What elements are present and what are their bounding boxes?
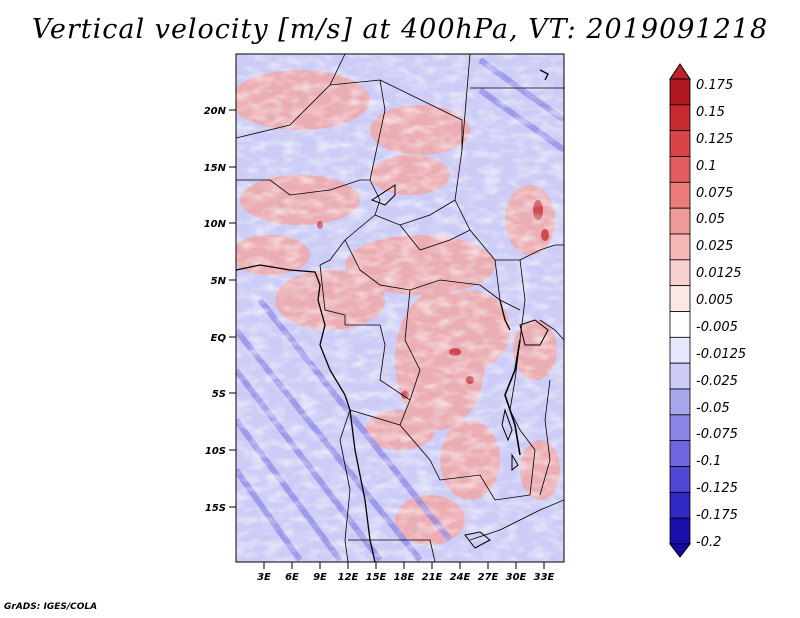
colorbar-segment xyxy=(669,207,691,235)
colorbar-label: 0.175 xyxy=(696,78,734,93)
colorbar-segment xyxy=(669,362,691,390)
colorbar-segment xyxy=(669,156,691,183)
colorbar-label: -0.1 xyxy=(696,454,722,470)
country-borders xyxy=(236,54,564,562)
colorbar-segment xyxy=(669,388,691,416)
lon-label-9e: 9E xyxy=(313,572,327,583)
lat-label-5s: 5S xyxy=(212,389,226,400)
colorbar-segment xyxy=(669,233,691,261)
colorbar-label: -0.125 xyxy=(696,481,738,497)
chart-title: Vertical velocity [m/s] at 400hPa, VT: 2… xyxy=(31,14,769,45)
map-frame xyxy=(235,53,565,563)
lon-label-12e: 12E xyxy=(338,572,359,583)
colorbar-segment xyxy=(669,104,691,132)
colorbar-segment xyxy=(669,491,691,519)
colorbar-segment xyxy=(669,466,691,493)
colorbar-segment xyxy=(669,440,691,467)
colorbar-segment xyxy=(669,336,691,364)
colorbar-segment xyxy=(669,414,691,442)
colorbar-bottom-arrow xyxy=(668,543,692,558)
lon-label-24e: 24E xyxy=(450,572,471,583)
lakes xyxy=(370,184,549,549)
colorbar-label: 0.15 xyxy=(696,104,725,120)
colorbar-segment xyxy=(669,311,691,338)
colorbar-label: -0.025 xyxy=(696,373,738,389)
colorbar-segment xyxy=(669,285,691,312)
colorbar-label: -0.175 xyxy=(696,508,738,524)
colorbar-label: 0.0125 xyxy=(696,266,742,282)
colorbar-segment xyxy=(669,259,691,287)
lon-label-27e: 27E xyxy=(478,572,499,583)
longitude-axis: 3E 6E 9E 12E 15E 18E 21E 24E 27E 30E 33E xyxy=(257,562,555,583)
colorbar-label: 0.125 xyxy=(696,131,734,147)
colorbar-segment xyxy=(669,130,691,157)
colorbar-segment xyxy=(669,78,691,106)
colorbar-label: -0.005 xyxy=(696,319,738,335)
map-panel xyxy=(236,54,564,562)
colorbar-label: -0.0125 xyxy=(696,346,747,362)
lon-label-33e: 33E xyxy=(534,572,555,583)
colorbar-label: -0.05 xyxy=(696,400,730,416)
lat-label-15s: 15S xyxy=(205,503,226,514)
lon-label-15e: 15E xyxy=(366,572,387,583)
colorbar-label: -0.075 xyxy=(696,427,738,443)
colorbar-label: -0.2 xyxy=(696,535,722,550)
colorbar-label: 0.075 xyxy=(696,185,734,201)
credit-label: GrADS: IGES/COLA xyxy=(4,602,98,612)
latitude-axis: 20N 15N 10N 5N EQ 5S 10S 15S xyxy=(204,106,236,514)
colorbar-label: 0.025 xyxy=(696,239,734,255)
colorbar-segment xyxy=(669,517,691,545)
colorbar-top-arrow xyxy=(669,63,691,80)
coastline xyxy=(236,69,549,562)
colorbar-label: 0.1 xyxy=(696,158,717,174)
lon-label-3e: 3E xyxy=(257,572,271,583)
lon-label-18e: 18E xyxy=(394,572,415,583)
lat-label-10n: 10N xyxy=(204,219,227,230)
field-texture xyxy=(236,54,564,562)
lat-label-10s: 10S xyxy=(205,446,226,457)
lat-label-eq: EQ xyxy=(211,333,227,344)
colorbar-segment xyxy=(669,181,691,209)
colorbar-label: 0.005 xyxy=(696,293,734,309)
lon-label-30e: 30E xyxy=(506,572,527,583)
colorbar xyxy=(668,63,692,558)
colorbar-label: 0.05 xyxy=(696,212,725,228)
lon-label-21e: 21E xyxy=(422,572,443,583)
lat-label-20n: 20N xyxy=(204,106,227,117)
lon-label-6e: 6E xyxy=(285,572,299,583)
lat-label-15n: 15N xyxy=(204,163,227,174)
lat-label-5n: 5N xyxy=(211,276,227,287)
